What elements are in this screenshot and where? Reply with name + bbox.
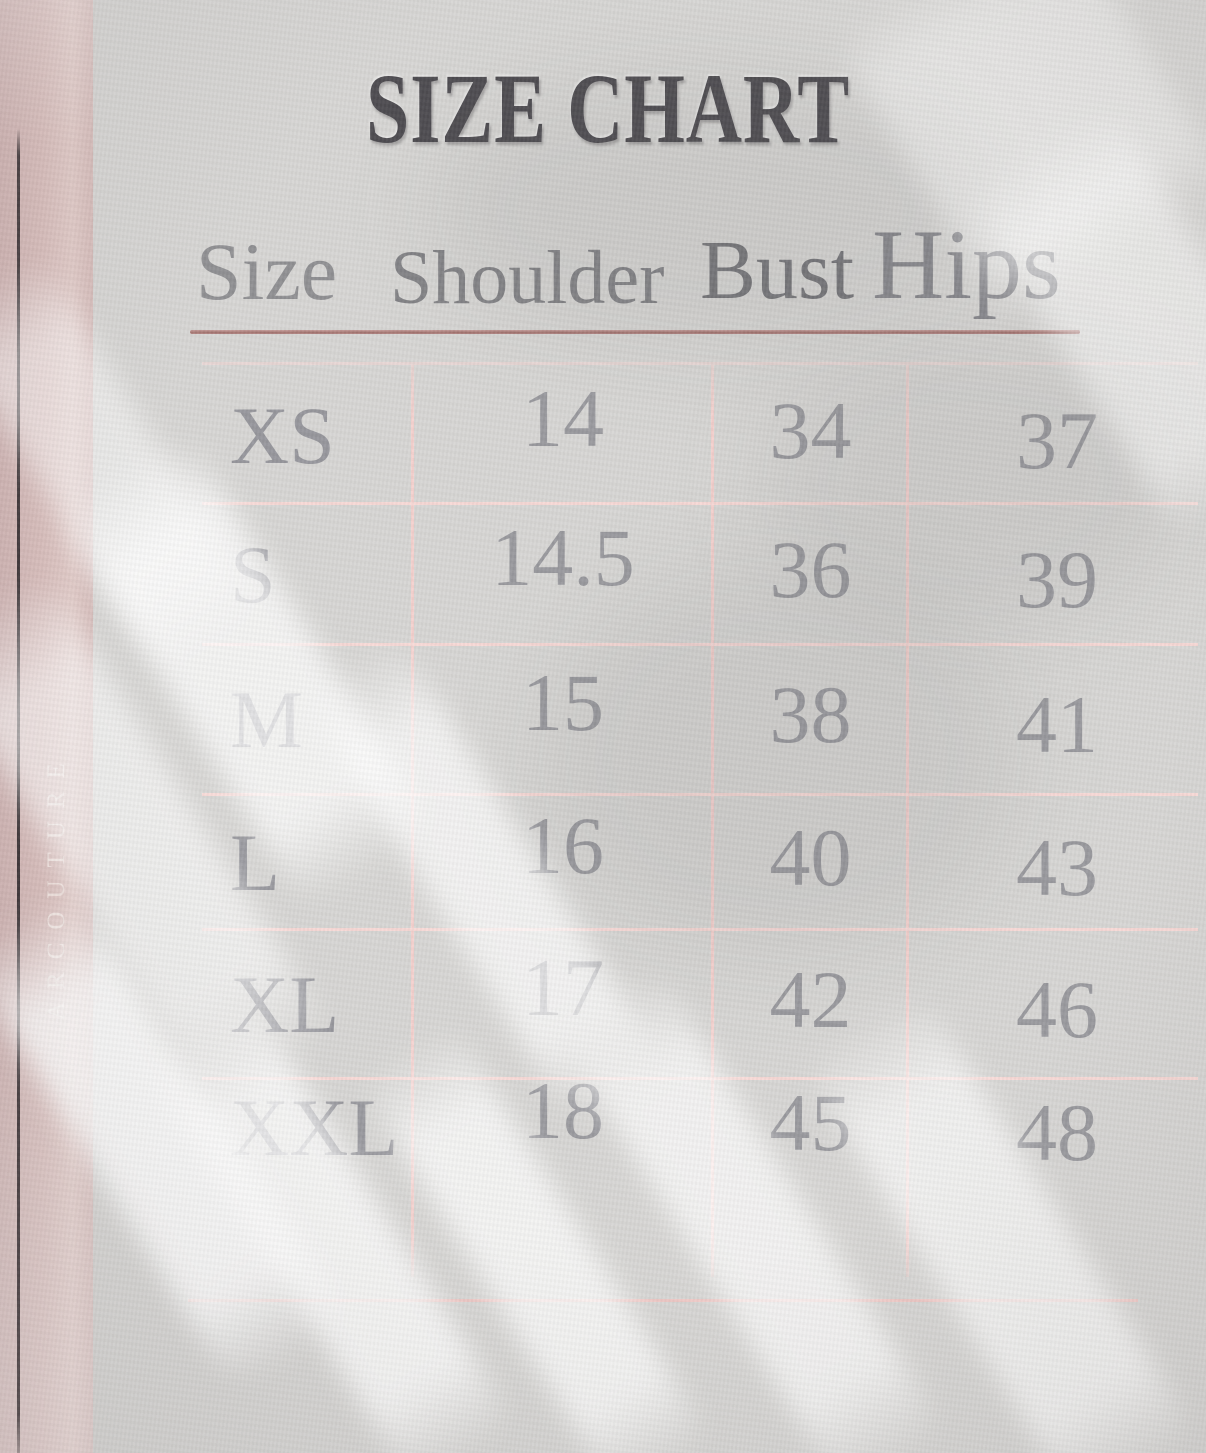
grid-line-vertical [906, 365, 909, 1277]
header-underline [190, 330, 1080, 334]
grid-line-horizontal [202, 928, 1198, 931]
bust-value: 36 [769, 523, 852, 615]
hips-value: 48 [1016, 1087, 1098, 1178]
bust-value: 38 [769, 669, 852, 760]
column-header-shoulder: Shoulder [390, 236, 665, 320]
shoulder-value: 14 [522, 372, 604, 464]
grid-line-horizontal [202, 643, 1198, 646]
size-cell: XS [230, 389, 335, 481]
page-title: SIZE CHART [366, 53, 851, 164]
shoulder-value: 16 [522, 799, 604, 891]
size-cell: S [230, 528, 276, 620]
hips-value: 43 [1016, 821, 1098, 913]
grid-line-horizontal [202, 502, 1198, 505]
shoulder-value: 18 [522, 1065, 604, 1156]
column-header-bust: Bust [700, 224, 855, 317]
table-bottom-line [188, 1299, 1138, 1302]
column-header-hips: Hips [872, 209, 1061, 320]
shoulder-value: 14.5 [491, 511, 635, 603]
size-cell: M [230, 674, 303, 765]
grid-line-horizontal [202, 793, 1198, 796]
grid-line-vertical [711, 365, 714, 1277]
size-cell: XXL [230, 1082, 399, 1173]
side-band-accent-line [17, 128, 20, 1453]
hips-value: 37 [1016, 394, 1098, 486]
grid-line-horizontal [202, 362, 1198, 365]
hips-value: 39 [1016, 533, 1098, 625]
hips-value: 41 [1016, 679, 1098, 770]
bust-value: 40 [769, 811, 852, 903]
bust-value: 45 [769, 1077, 852, 1168]
hips-value: 46 [1016, 963, 1098, 1055]
size-cell: L [230, 816, 281, 908]
size-cell: XL [230, 958, 340, 1050]
bust-value: 42 [769, 953, 852, 1045]
shoulder-value: 17 [522, 941, 604, 1033]
size-table: XS 14 34 37 S 14.5 36 39 M 15 38 41 L 16… [188, 362, 1206, 1302]
bust-value: 34 [769, 384, 852, 476]
shoulder-value: 15 [522, 657, 604, 748]
grid-line-horizontal [202, 1077, 1198, 1080]
brand-vertical-text: ARCOUTURE [43, 750, 70, 1020]
column-header-size: Size [196, 226, 338, 317]
